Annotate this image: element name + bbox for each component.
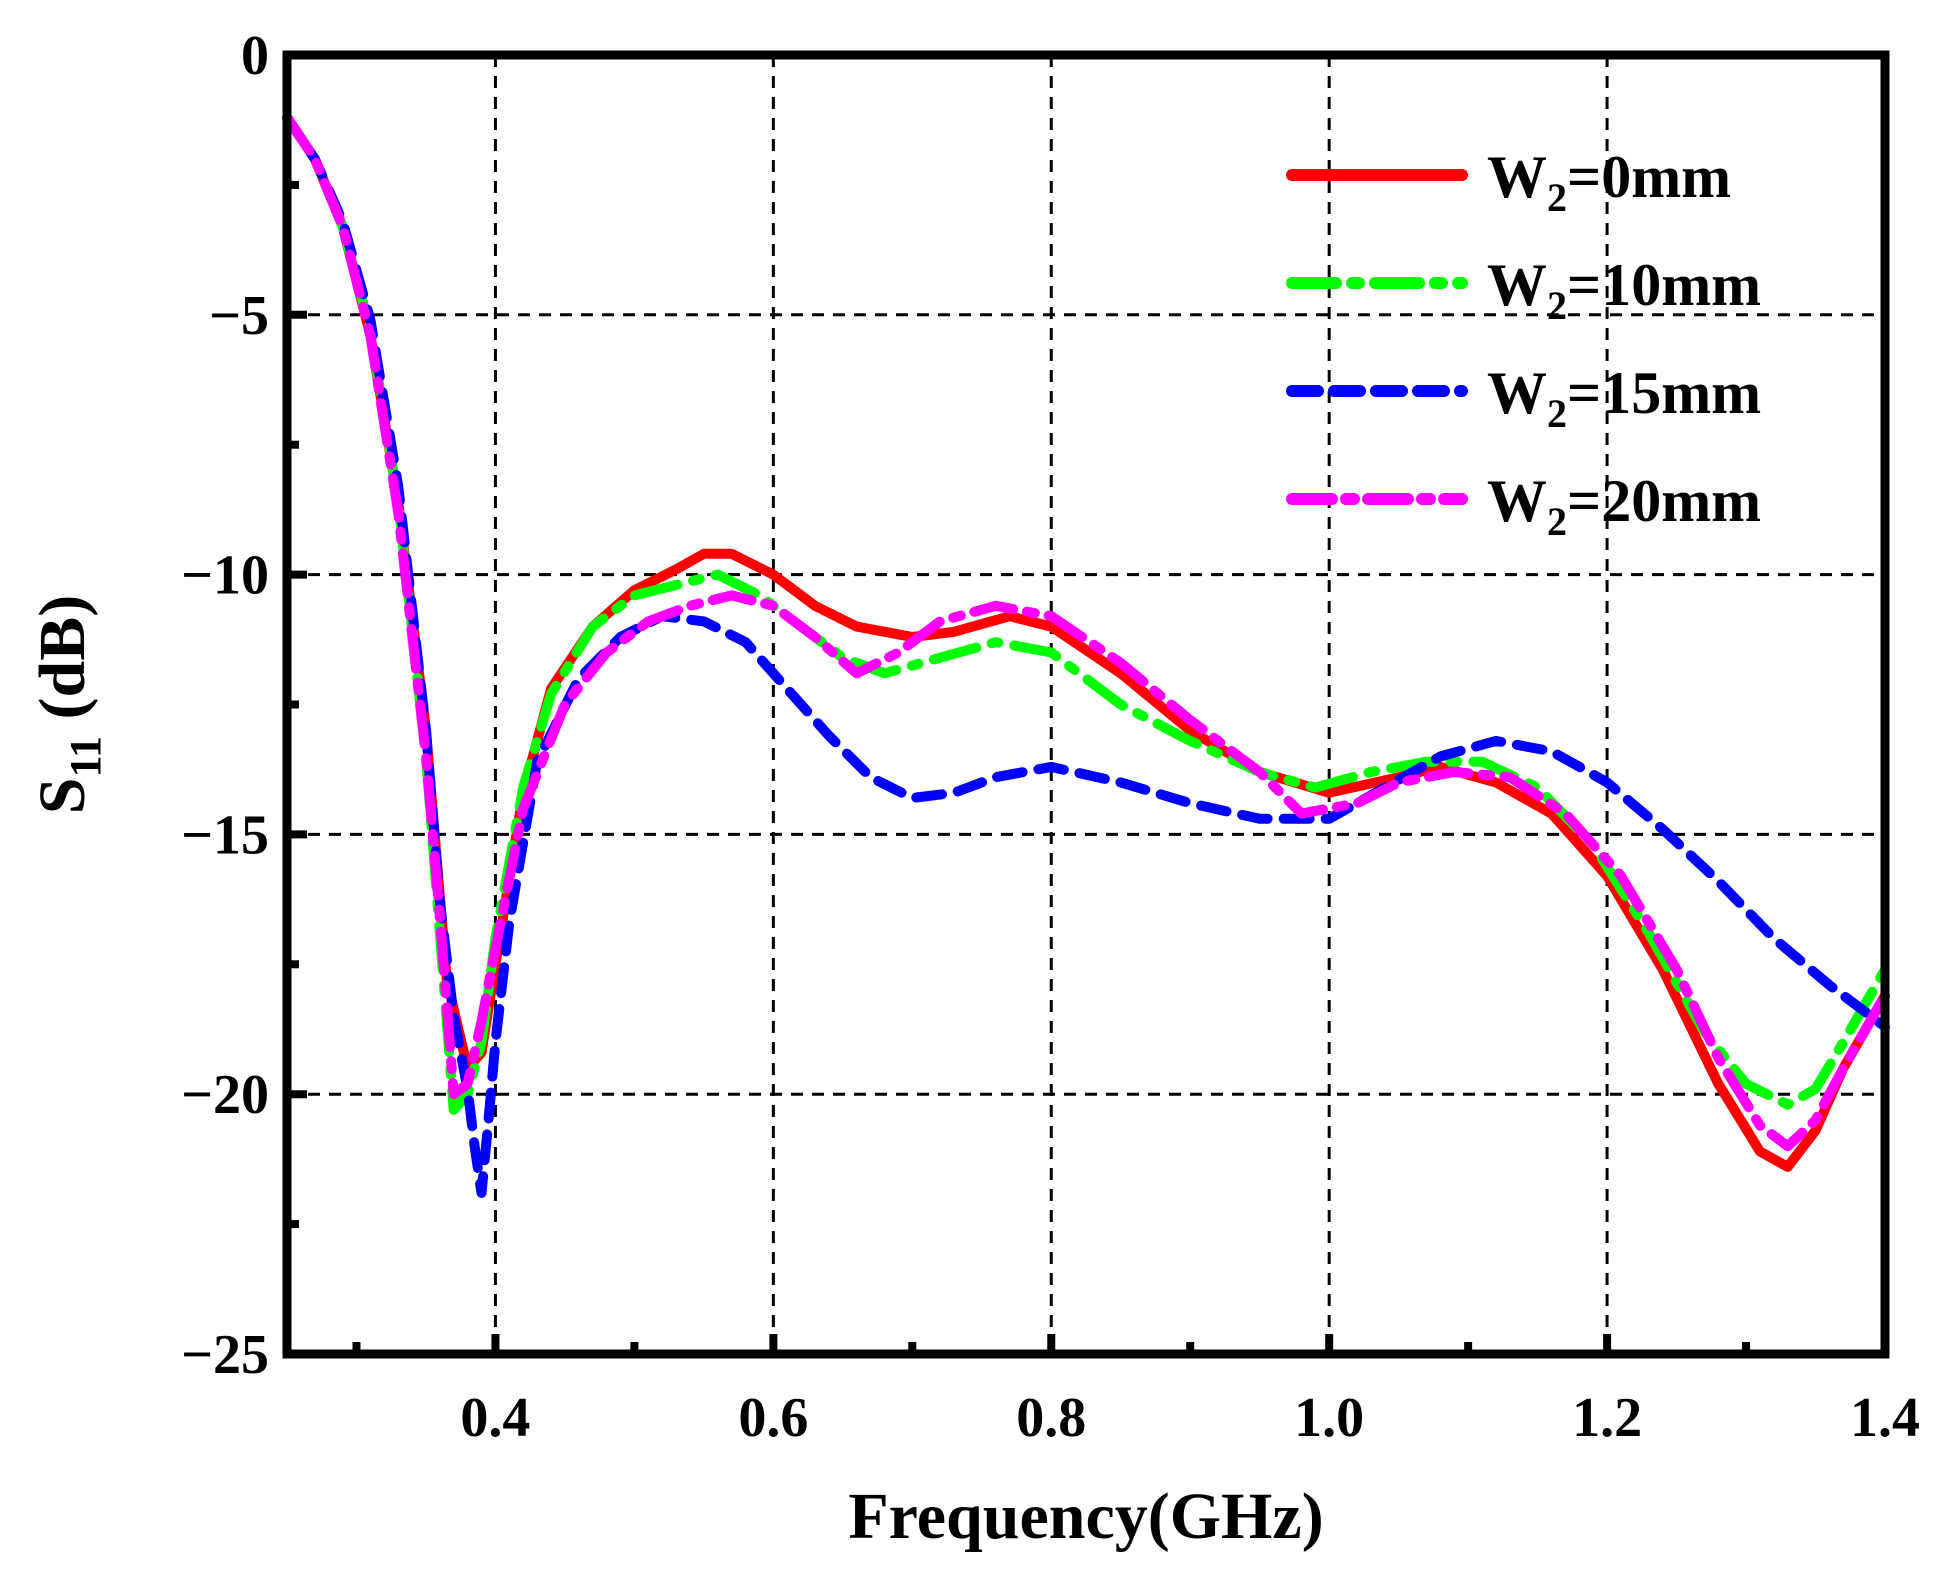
x-tick-label: 0.4 (460, 1387, 530, 1449)
y-tick-label: −20 (181, 1064, 269, 1126)
series-line-4 (282, 112, 1890, 1152)
legend-label-3: W2=15mm (1487, 360, 1761, 436)
y-tick-label: −5 (209, 285, 269, 347)
grid-lines (287, 55, 1885, 1354)
x-tick-label: 1.0 (1294, 1387, 1364, 1449)
y-axis-title-unit: (dB) (26, 595, 99, 736)
x-tick-label: 0.6 (738, 1387, 808, 1449)
y-tick-label: −25 (181, 1324, 269, 1386)
y-axis-title-main: S (26, 778, 99, 815)
y-tick-label: 0 (241, 25, 269, 87)
y-tick-label: −10 (181, 545, 269, 607)
x-axis-title: Frequency(GHz) (848, 1480, 1323, 1553)
x-tick-label: 1.2 (1572, 1387, 1642, 1449)
legend: W2=0mm W2=10mm W2=15mm W2=20mm (1286, 144, 1761, 544)
series-line-2 (282, 112, 1890, 1115)
x-tick-labels: 0.4 0.6 0.8 1.0 1.2 1.4 (460, 1387, 1920, 1449)
x-tick-label: 1.4 (1850, 1387, 1920, 1449)
series-line-3 (282, 112, 1890, 1198)
series-lines (282, 112, 1890, 1198)
legend-label-2: W2=10mm (1487, 252, 1761, 328)
legend-label-1: W2=0mm (1487, 144, 1731, 220)
axis-ticks (287, 51, 1889, 1358)
y-axis-title: S11 (dB) (26, 595, 110, 814)
legend-label-4: W2=20mm (1487, 468, 1761, 544)
y-axis-title-sub: 11 (61, 736, 110, 778)
plot-frame (282, 50, 1890, 1359)
y-tick-label: −15 (181, 804, 269, 866)
x-tick-label: 0.8 (1016, 1387, 1086, 1449)
y-tick-labels: 0 −5 −10 −15 −20 −25 (181, 25, 269, 1386)
